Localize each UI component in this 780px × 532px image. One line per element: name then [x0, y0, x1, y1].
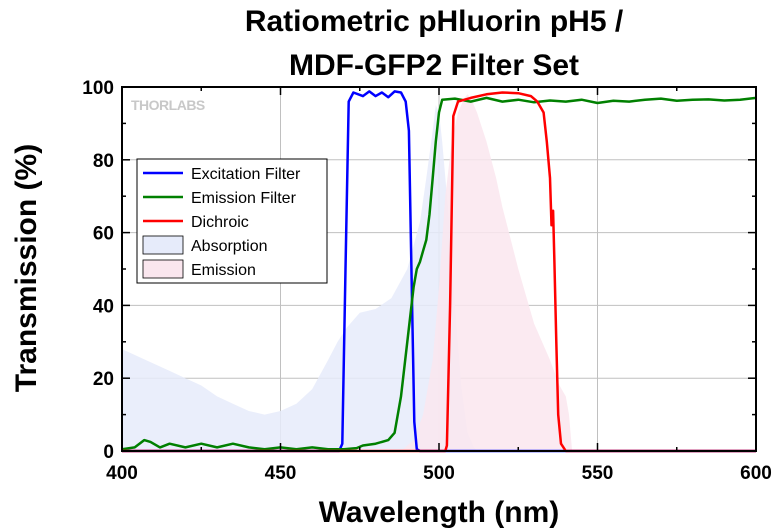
x-tick-label-500: 500 — [423, 463, 455, 484]
chart-title-line-1: Ratiometric pHluorin pH5 / — [245, 5, 624, 38]
axis-ticks — [121, 86, 757, 452]
x-tick-label-400: 400 — [106, 463, 138, 484]
chart-title-line-2: MDF-GFP2 Filter Set — [289, 49, 579, 82]
line-series — [121, 90, 757, 453]
legend-label-absorption: Absorption — [191, 238, 268, 255]
watermark: THORLABS — [131, 97, 205, 113]
legend-label-excitation-filter: Excitation Filter — [191, 166, 301, 183]
x-tick-label-600: 600 — [740, 463, 772, 484]
y-tick-label-60: 60 — [93, 224, 114, 245]
x-tick-label-550: 550 — [582, 463, 614, 484]
y-tick-label-20: 20 — [93, 369, 114, 390]
legend-swatch-absorption — [142, 235, 184, 255]
y-tick-label-40: 40 — [93, 296, 114, 317]
legend: Excitation Filter Emission Filter Dichroic… — [136, 158, 328, 284]
x-tick-label-450: 450 — [265, 463, 297, 484]
series-excitation-filter-line — [122, 90, 756, 453]
area-series — [122, 94, 573, 452]
x-tick-labels: 400 450 500 550 600 — [106, 463, 772, 484]
legend-label-emission: Emission — [191, 262, 256, 279]
y-tick-label-80: 80 — [93, 151, 114, 172]
legend-swatch-emission — [142, 259, 184, 279]
y-axis-label: Transmission (%) — [10, 144, 43, 392]
series-absorption-area — [122, 105, 477, 451]
legend-label-emission-filter: Emission Filter — [191, 190, 297, 207]
legend-label-dichroic: Dichroic — [191, 214, 249, 231]
y-tick-label-0: 0 — [103, 442, 114, 463]
x-axis-label: Wavelength (nm) — [319, 496, 560, 529]
series-emission-filter-line — [121, 96, 757, 451]
y-tick-label-100: 100 — [82, 78, 114, 99]
y-tick-labels: 0 20 40 60 80 100 — [82, 78, 114, 463]
series-emission-area — [401, 94, 573, 452]
series-dichroic-line — [122, 91, 756, 453]
